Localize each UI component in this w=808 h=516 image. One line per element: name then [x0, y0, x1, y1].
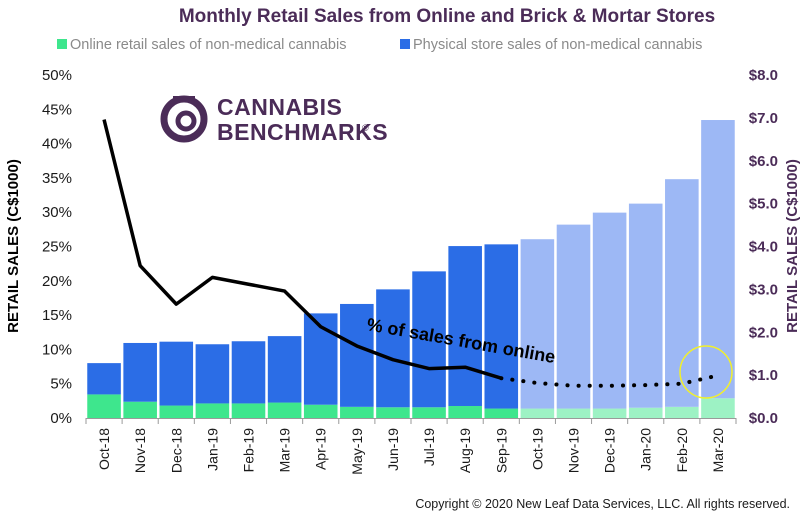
bar-online-Nov-19	[556, 408, 591, 418]
x-tick-label: Nov-18	[132, 428, 148, 473]
bar-physical-Jan-19	[195, 344, 230, 404]
logo: CANNABIS BENCHMARKS ®	[160, 94, 388, 145]
chart-title: Monthly Retail Sales from Online and Bri…	[179, 6, 715, 27]
logo-mark-inner	[175, 110, 197, 132]
bar-physical-Sep-19	[484, 244, 519, 409]
highlight-circle	[679, 345, 733, 399]
bar-physical-Feb-20	[665, 179, 699, 407]
bar-physical-Feb-19	[231, 341, 266, 404]
bar-online-Mar-19	[267, 402, 302, 418]
x-tick-label: Feb-19	[241, 428, 257, 473]
left-tick-label: 25%	[42, 239, 72, 256]
right-tick-label: $7.0	[749, 110, 778, 127]
bar-online-Jul-19	[412, 407, 446, 418]
legend-label-physical: Physical store sales of non-medical cann…	[413, 37, 702, 53]
bar-online-Sep-19	[484, 408, 519, 418]
right-tick-label: $6.0	[749, 153, 778, 170]
bar-physical-Oct-19	[520, 239, 555, 409]
bar-physical-Jan-20	[628, 203, 663, 408]
x-tick-label: May-19	[349, 428, 365, 475]
bar-online-Feb-20	[665, 406, 699, 418]
line-layer	[102, 119, 720, 388]
logo-mark-outer	[160, 95, 208, 143]
logo-line1: CANNABIS	[217, 94, 342, 120]
x-tick-label: Dec-19	[602, 428, 618, 473]
bar-physical-May-19	[340, 303, 374, 407]
right-tick-label: $3.0	[749, 281, 778, 298]
x-tick-label: Jul-19	[421, 428, 437, 466]
x-axis: Oct-18 Nov-18 Dec-18 Jan-19 Feb-19 Mar-19 Apr-…	[85, 418, 737, 475]
left-tick-label: 40%	[42, 136, 72, 153]
x-tick-label: Oct-18	[96, 428, 112, 470]
bars-layer	[87, 120, 735, 418]
left-tick-label: 20%	[42, 273, 72, 290]
bar-physical-Dec-18	[159, 341, 194, 406]
bar-online-Aug-19	[448, 405, 482, 418]
right-tick-label: $2.0	[749, 324, 778, 341]
x-tick-label: Nov-19	[566, 428, 582, 473]
bar-physical-Oct-18	[87, 363, 121, 395]
x-tick-label: Mar-19	[277, 428, 293, 473]
right-tick-label: $8.0	[749, 67, 778, 84]
bar-online-Oct-19	[520, 408, 555, 418]
right-axis-title: RETAIL SALES (C$1000)	[784, 159, 801, 333]
left-axis: 0% 5% 10% 15% 20% 25% 30% 35% 40% 45% 50%	[42, 67, 72, 427]
logo-line2: BENCHMARKS	[217, 119, 388, 145]
bar-online-Nov-18	[123, 401, 157, 418]
bar-physical-Jul-19	[412, 271, 446, 408]
x-tick-label: Oct-19	[529, 428, 545, 470]
logo-registered: ®	[362, 123, 369, 133]
right-tick-label: $0.0	[749, 410, 778, 427]
legend-label-online: Online retail sales of non-medical canna…	[70, 37, 346, 53]
left-tick-label: 50%	[42, 67, 72, 84]
logo-mark-bar	[173, 96, 195, 102]
bar-online-Mar-20	[701, 398, 735, 418]
right-tick-label: $5.0	[749, 196, 778, 213]
right-tick-label: $1.0	[749, 367, 778, 384]
x-tick-label: Mar-20	[710, 428, 726, 473]
right-tick-label: $4.0	[749, 239, 778, 256]
legend-swatch-online	[57, 39, 67, 49]
left-tick-label: 30%	[42, 204, 72, 221]
x-tick-label: Jan-19	[204, 428, 220, 471]
legend-swatch-physical	[400, 39, 410, 49]
x-tick-label: Dec-18	[168, 428, 184, 473]
x-tick-label: Feb-20	[674, 428, 690, 473]
bar-physical-Mar-19	[267, 336, 302, 403]
bar-physical-Jun-19	[376, 289, 410, 408]
bar-online-Dec-19	[592, 408, 627, 418]
x-tick-label: Jun-19	[385, 428, 401, 471]
bar-online-May-19	[340, 406, 374, 418]
bar-physical-Mar-20	[701, 120, 735, 399]
copyright-text: Copyright © 2020 New Leaf Data Services,…	[415, 497, 790, 511]
left-tick-label: 5%	[50, 376, 72, 393]
x-tick-label: Jan-20	[638, 428, 654, 471]
bar-physical-Aug-19	[448, 246, 482, 406]
bar-physical-Dec-19	[592, 212, 627, 409]
x-tick-label: Aug-19	[457, 428, 473, 473]
left-tick-label: 15%	[42, 307, 72, 324]
left-tick-label: 45%	[42, 101, 72, 118]
right-axis: $0.0 $1.0 $2.0 $3.0 $4.0 $5.0 $6.0 $7.0 $8.0	[749, 67, 778, 427]
bar-online-Feb-19	[231, 403, 266, 418]
bar-online-Apr-19	[303, 404, 338, 418]
left-tick-label: 10%	[42, 341, 72, 358]
bar-online-Jun-19	[376, 407, 410, 418]
bar-online-Dec-18	[159, 405, 194, 418]
left-axis-title: RETAIL SALES (C$1000)	[5, 159, 22, 333]
bar-online-Jan-20	[628, 407, 663, 418]
x-tick-label: Sep-19	[493, 428, 509, 473]
left-tick-label: 0%	[50, 410, 72, 427]
legend: Online retail sales of non-medical canna…	[57, 37, 702, 53]
bar-online-Jan-19	[195, 403, 230, 418]
bar-physical-Nov-18	[123, 342, 157, 402]
x-tick-label: Apr-19	[313, 428, 329, 470]
bar-online-Oct-18	[87, 394, 121, 418]
bar-physical-Nov-19	[556, 224, 591, 409]
online-share-line	[102, 119, 502, 380]
left-tick-label: 35%	[42, 170, 72, 187]
